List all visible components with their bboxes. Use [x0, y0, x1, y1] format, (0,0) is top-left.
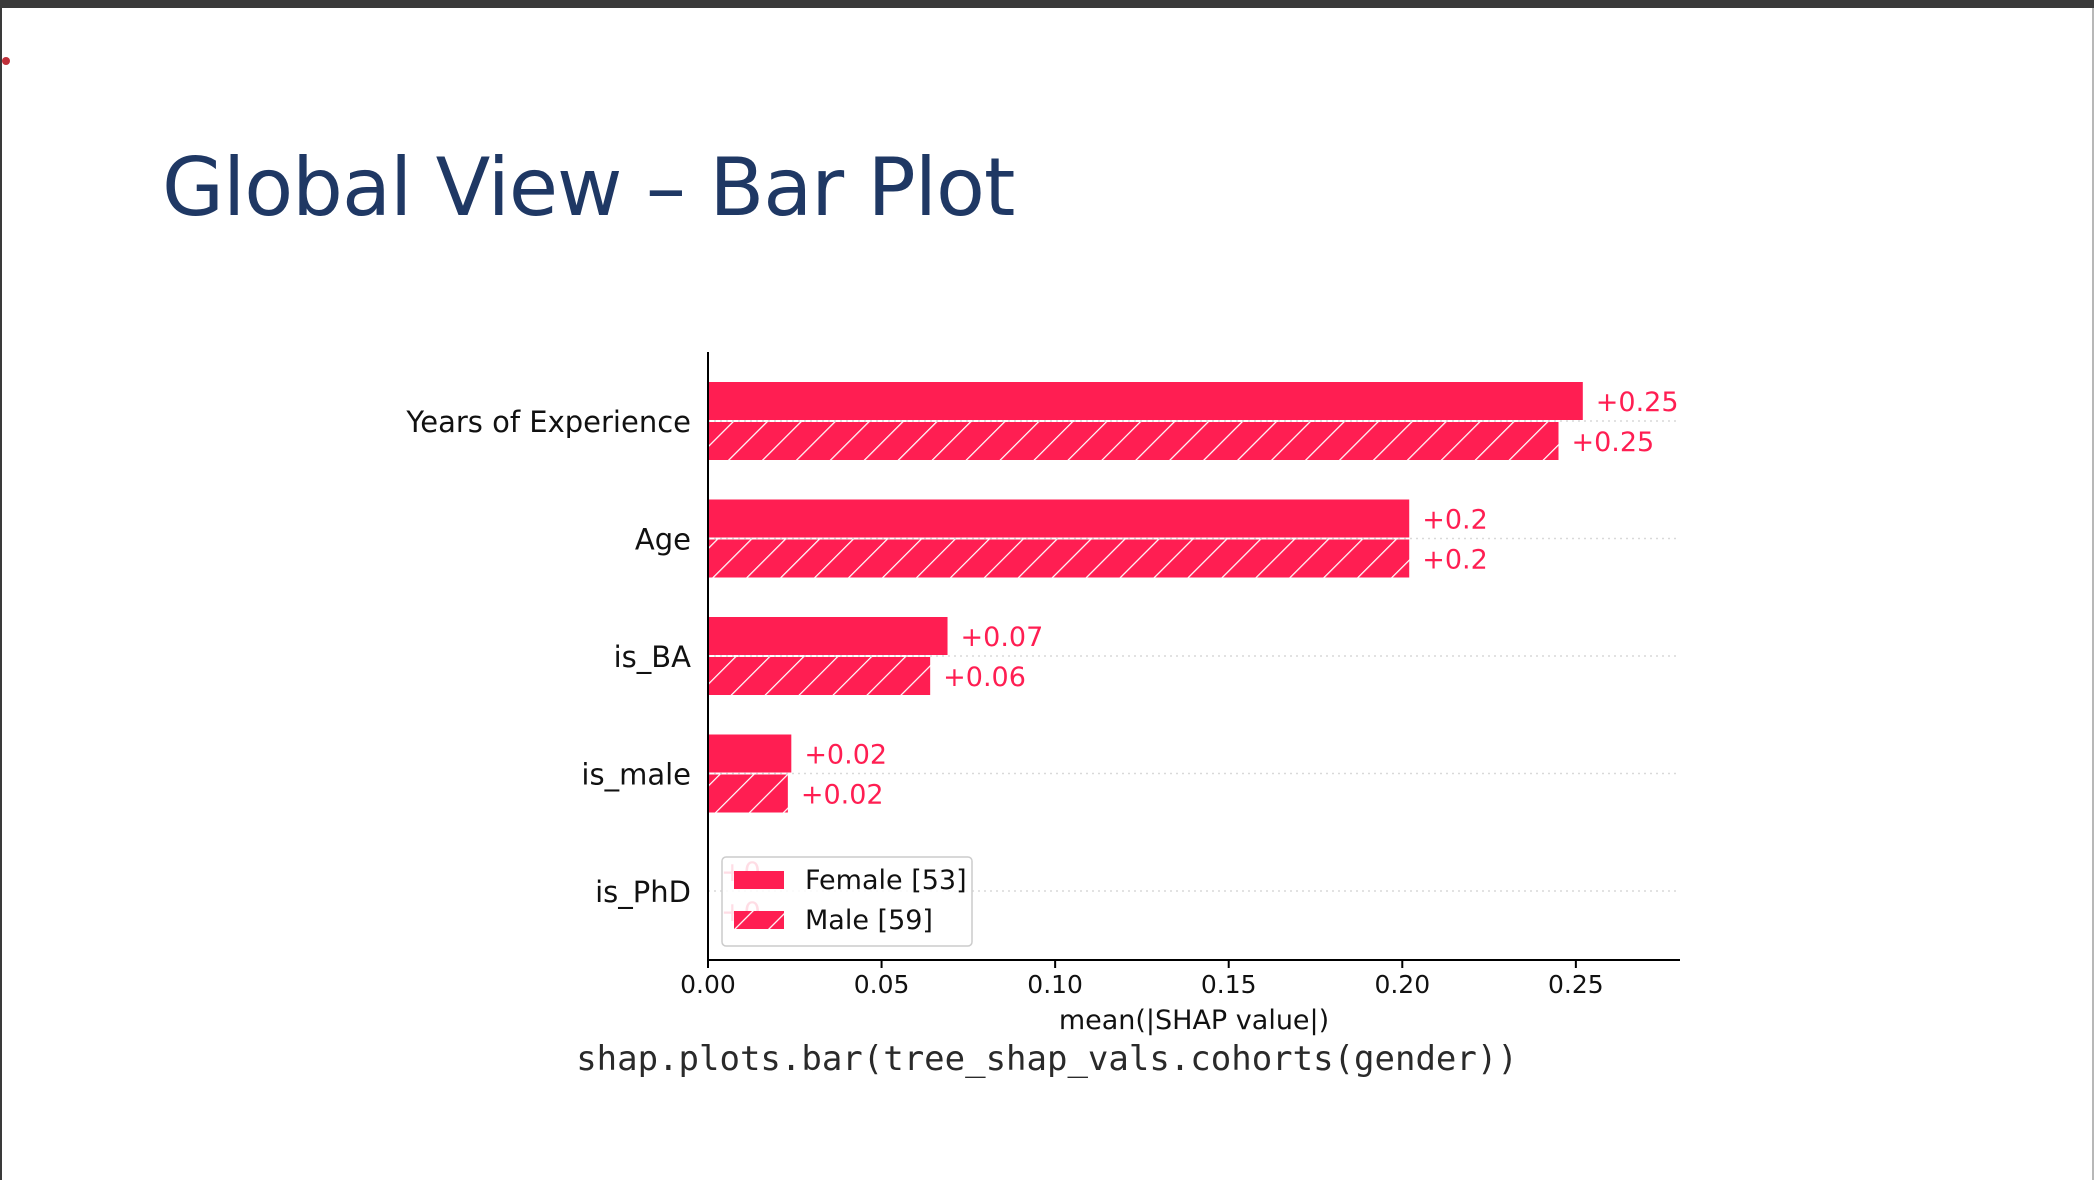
category-label: is_male [581, 758, 691, 792]
bar-value-label: +0.07 [961, 622, 1044, 653]
bar [708, 422, 1559, 460]
bar-value-label: +0.2 [1422, 545, 1488, 576]
bar [708, 539, 1410, 578]
x-tick-label: 0.25 [1548, 970, 1604, 999]
code-caption: shap.plots.bar(tree_shap_vals.cohorts(ge… [576, 1039, 1518, 1079]
bar [708, 657, 931, 695]
x-tick-label: 0.05 [854, 970, 910, 999]
labels: Years of Experience Age is_BA is_male is_PhD… [405, 387, 1678, 928]
bar [708, 382, 1583, 420]
slide: Global View – Bar Plot [2, 8, 2094, 1180]
bar-value-label: +0.25 [1572, 427, 1655, 458]
slide-title: Global View – Bar Plot [162, 141, 1015, 234]
bars [708, 382, 1583, 813]
x-tick-label: 0.00 [680, 970, 736, 999]
category-label: Age [635, 523, 691, 557]
legend-label: Female [53] [805, 865, 967, 896]
legend-label: Male [59] [805, 905, 933, 936]
legend-box [721, 856, 973, 947]
pointer-dot [2, 57, 10, 65]
bar [708, 617, 948, 655]
x-tick-label: 0.20 [1374, 970, 1430, 999]
axes: 0.00 0.05 0.10 0.15 0.20 0.25 mean(|SHAP value… [680, 352, 1680, 1036]
bar [708, 734, 792, 773]
legend-swatch [734, 871, 784, 889]
grid-lines [708, 420, 1680, 892]
bar-value-label: +0.25 [1596, 387, 1679, 418]
category-label: Years of Experience [405, 405, 691, 439]
bar-value-label: +0.06 [943, 662, 1026, 693]
category-label: is_BA [614, 640, 692, 674]
bar-value-label: +0.2 [1422, 505, 1488, 536]
bar [708, 774, 788, 813]
category-label: is_PhD [595, 875, 691, 909]
bar-value-label: +0.02 [804, 740, 887, 771]
x-tick-label: 0.15 [1201, 970, 1257, 999]
bar-value-label: +0.02 [801, 780, 884, 811]
x-axis-label: mean(|SHAP value|) [1059, 1005, 1329, 1036]
legend-swatch [734, 911, 784, 929]
bar [708, 499, 1410, 538]
x-tick-label: 0.10 [1027, 970, 1083, 999]
legend: Female [53] Male [59] [721, 856, 973, 947]
